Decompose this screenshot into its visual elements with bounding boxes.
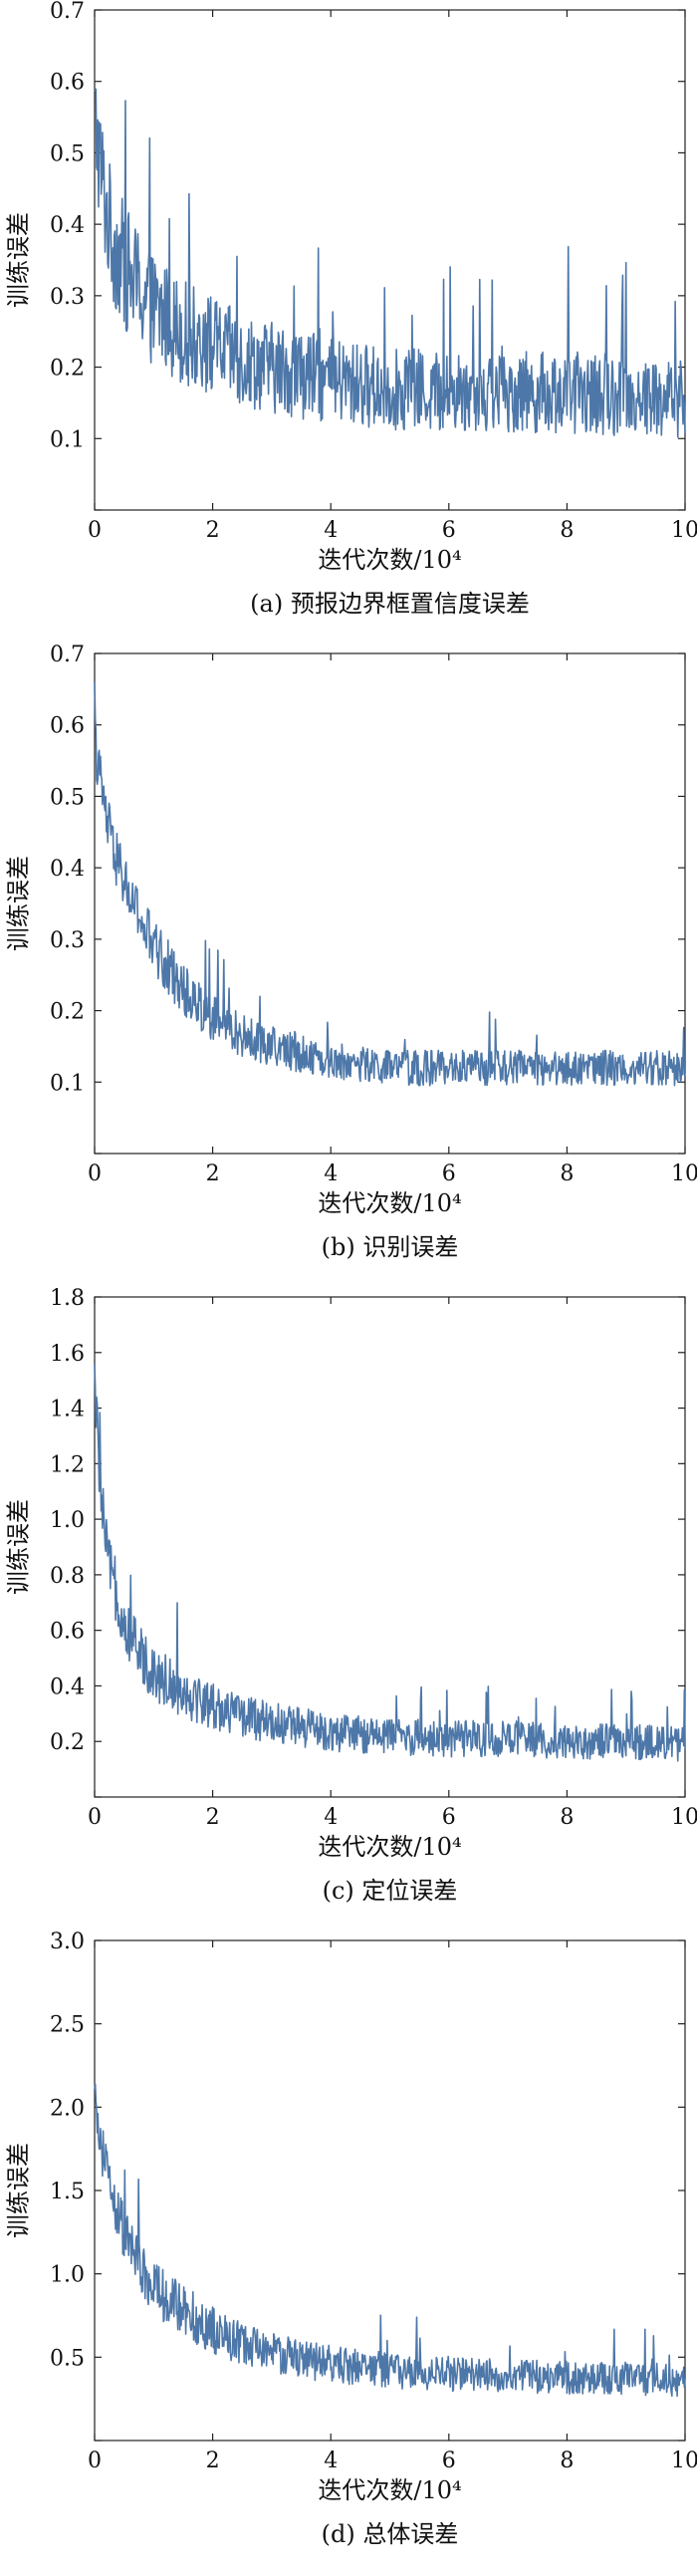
x-tick-label: 0 — [88, 1161, 102, 1186]
x-tick-label: 2 — [206, 518, 220, 543]
x-tick-label: 2 — [206, 1805, 220, 1830]
x-tick-label: 0 — [88, 2448, 102, 2473]
y-tick-label: 0.2 — [50, 1730, 85, 1755]
y-tick-label: 1.8 — [50, 1286, 85, 1311]
chart-caption: (a) 预报边界框置信度误差 — [250, 590, 530, 618]
chart-d: 0 2 4 6 8 10 0.5 1.0 1.5 2.0 2.5 3.0 迭代次数/10⁴ 训练误差 (d)… — [5, 1930, 697, 2548]
x-axis-label: 迭代次数/10⁴ — [318, 1833, 461, 1861]
y-tick-label: 0.3 — [50, 928, 85, 953]
x-tick-label: 0 — [88, 1805, 102, 1830]
x-axis-label: 迭代次数/10⁴ — [318, 1189, 461, 1217]
y-tick-label: 0.6 — [50, 71, 85, 96]
y-tick-label: 0.6 — [50, 714, 85, 739]
series-line — [94, 1364, 686, 1762]
y-tick-label: 1.6 — [50, 1342, 85, 1367]
y-tick-label: 1.0 — [50, 2263, 85, 2288]
x-tick-label: 4 — [324, 2448, 338, 2473]
y-tick-label: 2.5 — [50, 2013, 85, 2038]
chart-c: 0 2 4 6 8 10 0.2 0.4 0.6 0.8 1.0 1.2 1.4 1.6 1.8 迭代次数/1… — [5, 1286, 697, 1905]
y-tick-label: 1.0 — [50, 1508, 85, 1533]
chart-caption: (d) 总体误差 — [322, 2520, 459, 2548]
x-tick-label: 6 — [442, 2448, 456, 2473]
x-tick-label: 10 — [671, 2448, 697, 2473]
x-tick-label: 8 — [560, 1805, 574, 1830]
x-tick-label: 10 — [671, 518, 697, 543]
plot-frame — [94, 1296, 686, 1798]
x-tick-label: 8 — [560, 2448, 574, 2473]
series-line — [94, 681, 686, 1087]
y-tick-label: 1.4 — [50, 1398, 85, 1422]
x-tick-label: 8 — [560, 1161, 574, 1186]
x-tick-label: 4 — [324, 1161, 338, 1186]
y-axis-label: 训练误差 — [5, 212, 33, 308]
y-tick-label: 0.5 — [50, 785, 85, 810]
y-tick-label: 0.6 — [50, 1620, 85, 1645]
y-tick-label: 0.7 — [50, 0, 85, 24]
x-tick-label: 2 — [206, 1161, 220, 1186]
chart-a: 0 2 4 6 8 10 0.1 0.2 0.3 0.4 0.5 0.6 0.7 迭代次数/10⁴ 训练误差… — [5, 0, 697, 618]
y-tick-label: 0.8 — [50, 1564, 85, 1589]
plot-frame — [94, 9, 686, 511]
chart-panel-b: 0 2 4 6 8 10 0.1 0.2 0.3 0.4 0.5 0.6 0.7 迭代次数/10⁴ 训练误差… — [0, 643, 697, 1281]
y-tick-label: 0.3 — [50, 285, 85, 310]
x-tick-label: 6 — [442, 518, 456, 543]
y-tick-label: 0.2 — [50, 357, 85, 382]
x-tick-label: 6 — [442, 1161, 456, 1186]
y-axis-label: 训练误差 — [5, 2143, 33, 2238]
x-tick-label: 10 — [671, 1161, 697, 1186]
y-tick-label: 0.4 — [50, 1674, 85, 1699]
y-tick-label: 1.2 — [50, 1452, 85, 1477]
chart-panel-c: 0 2 4 6 8 10 0.2 0.4 0.6 0.8 1.0 1.2 1.4 1.6 1.8 迭代次数/1… — [0, 1286, 697, 1925]
x-tick-label: 2 — [206, 2448, 220, 2473]
chart-panel-a: 0 2 4 6 8 10 0.1 0.2 0.3 0.4 0.5 0.6 0.7 迭代次数/10⁴ 训练误差… — [0, 0, 697, 638]
y-tick-label: 0.4 — [50, 213, 85, 238]
y-tick-label: 1.5 — [50, 2180, 85, 2204]
x-axis-label: 迭代次数/10⁴ — [318, 2476, 461, 2504]
y-tick-label: 0.4 — [50, 857, 85, 882]
plot-frame — [94, 652, 686, 1155]
x-tick-label: 10 — [671, 1805, 697, 1830]
x-tick-label: 4 — [324, 1805, 338, 1830]
y-tick-label: 0.1 — [50, 427, 85, 452]
y-tick-label: 0.7 — [50, 643, 85, 667]
y-tick-label: 0.5 — [50, 2346, 85, 2371]
series-line — [94, 2083, 686, 2398]
y-axis-label: 训练误差 — [5, 856, 33, 951]
x-axis-label: 迭代次数/10⁴ — [318, 546, 461, 574]
chart-panel-d: 0 2 4 6 8 10 0.5 1.0 1.5 2.0 2.5 3.0 迭代次数/10⁴ 训练误差 (d)… — [0, 1930, 697, 2568]
x-tick-label: 4 — [324, 518, 338, 543]
y-tick-label: 2.0 — [50, 2096, 85, 2121]
y-tick-label: 3.0 — [50, 1930, 85, 1954]
chart-caption: (b) 识别误差 — [322, 1233, 459, 1261]
x-tick-label: 8 — [560, 518, 574, 543]
y-axis-label: 训练误差 — [5, 1499, 33, 1595]
series-line — [94, 88, 686, 438]
y-tick-label: 0.5 — [50, 141, 85, 166]
y-tick-label: 0.2 — [50, 1000, 85, 1025]
y-tick-label: 0.1 — [50, 1071, 85, 1096]
x-tick-label: 0 — [88, 518, 102, 543]
chart-caption: (c) 定位误差 — [323, 1877, 458, 1905]
chart-b: 0 2 4 6 8 10 0.1 0.2 0.3 0.4 0.5 0.6 0.7 迭代次数/10⁴ 训练误差… — [5, 643, 697, 1261]
x-tick-label: 6 — [442, 1805, 456, 1830]
